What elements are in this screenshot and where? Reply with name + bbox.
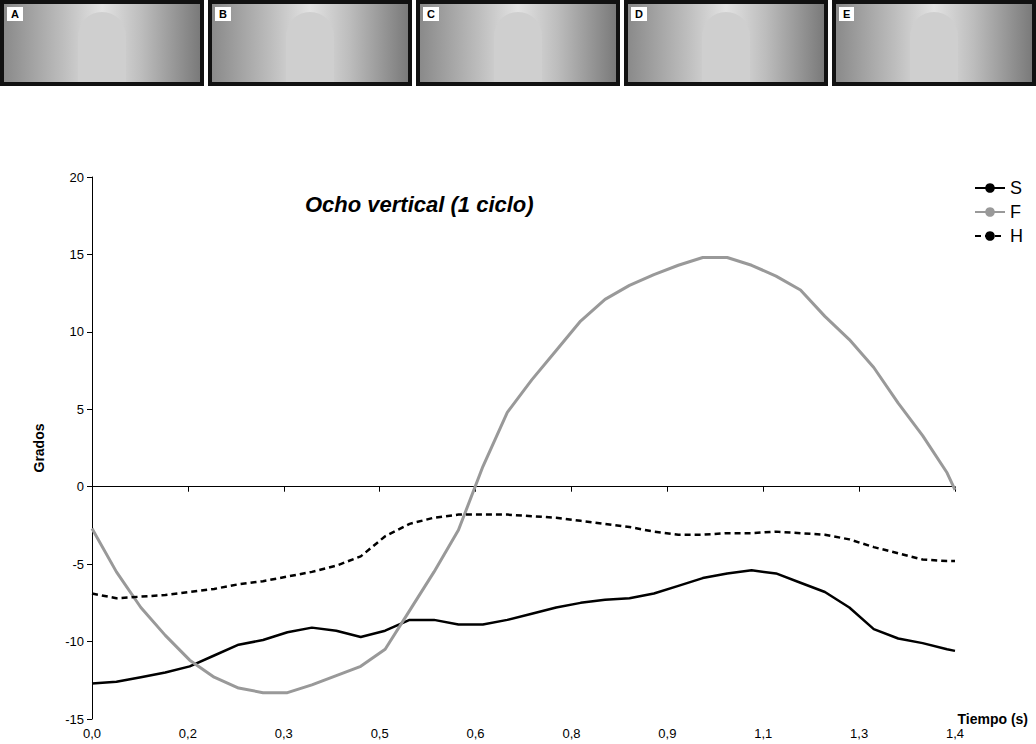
svg-text:0,5: 0,5 — [371, 726, 389, 740]
svg-text:H: H — [1010, 226, 1023, 246]
svg-text:0,9: 0,9 — [658, 726, 676, 740]
svg-text:-5: -5 — [72, 557, 84, 572]
svg-text:20: 20 — [70, 170, 84, 185]
svg-text:1,1: 1,1 — [754, 726, 772, 740]
svg-text:0,8: 0,8 — [562, 726, 580, 740]
html-text:D: D — [635, 8, 643, 20]
svg-text:5: 5 — [77, 402, 84, 417]
svg-text:1,3: 1,3 — [850, 726, 868, 740]
svg-text:0,0: 0,0 — [83, 726, 101, 740]
svg-text:0,6: 0,6 — [467, 726, 485, 740]
svg-text:S: S — [1010, 178, 1022, 198]
svg-text:F: F — [1010, 202, 1021, 222]
svg-text:15: 15 — [70, 247, 84, 262]
svg-text:Grados: Grados — [31, 423, 47, 472]
html-text:B: B — [219, 8, 227, 20]
svg-text:Ocho vertical (1 ciclo): Ocho vertical (1 ciclo) — [305, 192, 534, 217]
svg-text:0,2: 0,2 — [179, 726, 197, 740]
html-text:E: E — [843, 8, 851, 20]
svg-text:Tiempo (s): Tiempo (s) — [957, 711, 1028, 727]
html-text:A: A — [11, 8, 19, 20]
html-text:C: C — [427, 8, 435, 20]
svg-text:1,4: 1,4 — [946, 726, 964, 740]
svg-text:-15: -15 — [65, 712, 84, 727]
svg-text:-10: -10 — [65, 634, 84, 649]
svg-text:0,3: 0,3 — [275, 726, 293, 740]
svg-text:0: 0 — [77, 479, 84, 494]
svg-text:10: 10 — [70, 324, 84, 339]
